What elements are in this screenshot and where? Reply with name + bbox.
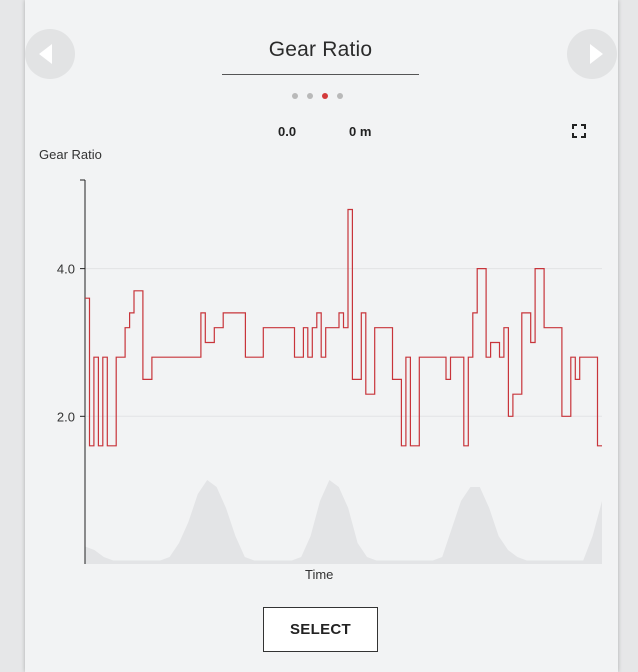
page-dot-3[interactable] [322,93,328,99]
page-dot-4[interactable] [337,93,343,99]
page-dot-2[interactable] [307,93,313,99]
prev-button[interactable] [25,29,75,79]
next-button[interactable] [567,29,617,79]
page-dot-1[interactable] [292,93,298,99]
y-axis-label: Gear Ratio [39,147,102,162]
fullscreen-icon [572,124,586,138]
triangle-left-icon [39,44,52,64]
y-tick-label: 4.0 [57,262,75,277]
y-tick-label: 2.0 [57,409,75,424]
current-value: 0.0 [278,124,297,139]
select-button[interactable]: SELECT [263,607,378,652]
fullscreen-button[interactable] [572,124,586,138]
current-distance: 0 m [349,124,372,139]
triangle-right-icon [590,44,603,64]
page-title: Gear Ratio [268,38,373,61]
background-area [85,480,602,564]
title-underline [222,74,419,75]
x-axis-label: Time [305,567,334,582]
gear-ratio-line [85,208,602,447]
